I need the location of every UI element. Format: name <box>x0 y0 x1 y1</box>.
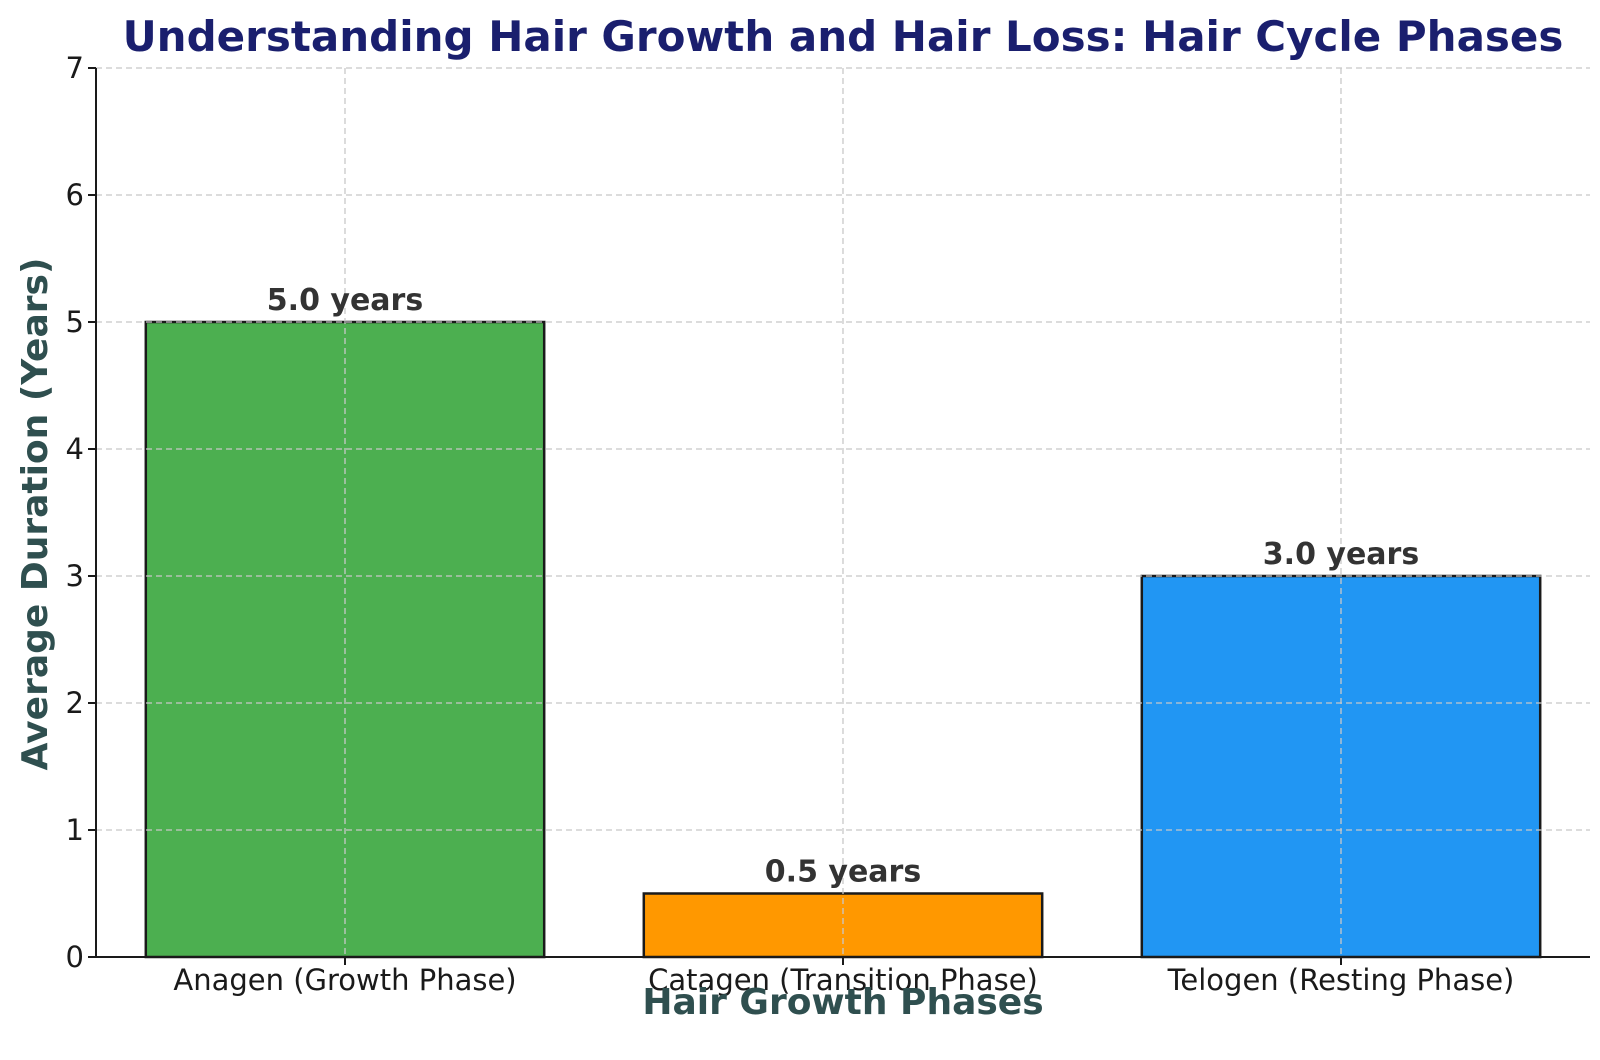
y-tick-label: 7 <box>66 51 84 85</box>
x-tick-label: Telogen (Resting Phase) <box>1167 963 1515 997</box>
x-axis-title: Hair Growth Phases <box>642 982 1043 1023</box>
y-tick-label: 1 <box>66 813 84 847</box>
data-label: 5.0 years <box>267 283 423 318</box>
y-tick-label: 2 <box>66 686 84 720</box>
y-tick-label: 0 <box>66 940 84 974</box>
data-label: 3.0 years <box>1263 537 1419 572</box>
chart-title: Understanding Hair Growth and Hair Loss:… <box>123 12 1564 61</box>
y-tick-labels: 0 1 2 3 4 5 6 7 <box>66 51 96 974</box>
y-axis-title: Average Duration (Years) <box>15 258 56 771</box>
bar <box>642 892 1044 959</box>
data-label: 0.5 years <box>765 855 921 890</box>
y-tick-label: 4 <box>66 432 84 466</box>
y-tick-label: 6 <box>66 178 84 212</box>
y-tick-label: 3 <box>66 559 84 593</box>
x-tick-label: Catagen (Transition Phase) <box>648 963 1038 997</box>
grid <box>96 67 1590 957</box>
y-tick-label: 5 <box>66 305 84 339</box>
x-tick-label: Anagen (Growth Phase) <box>173 963 516 997</box>
data-labels: 5.0 years 0.5 years 3.0 years <box>267 283 1419 890</box>
x-tick-labels: Anagen (Growth Phase) Catagen (Transition… <box>173 957 1514 997</box>
